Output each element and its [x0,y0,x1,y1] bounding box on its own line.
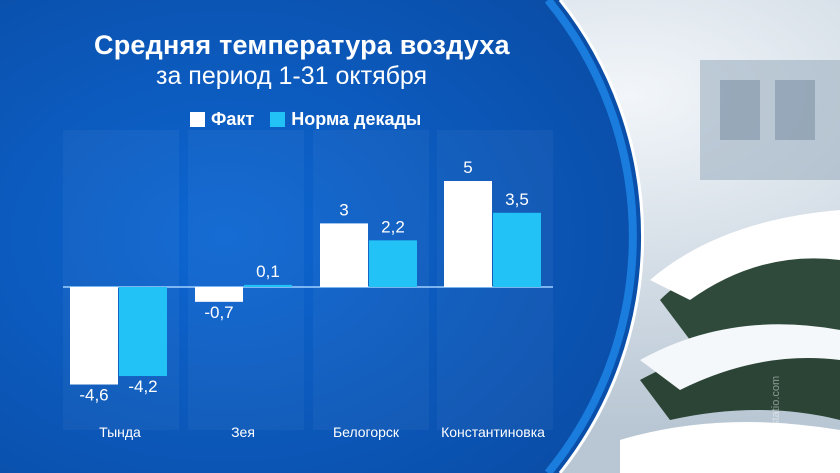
bar-norm-0 [119,287,167,377]
category-label-2: Белогорск [333,424,400,440]
data-label-fact-1: -0,7 [204,303,233,322]
legend-item-fact: Факт [190,109,254,130]
legend-label-norm: Норма декады [291,108,422,129]
legend-swatch-fact [190,111,205,127]
bar-fact-3 [444,181,492,287]
data-label-norm-1: 0,1 [256,262,280,281]
category-label-0: Тында [99,424,141,440]
watermark: picstatio.com [770,375,782,440]
bar-norm-3 [493,212,541,287]
bar-norm-1 [244,284,292,287]
category-band-1 [188,130,304,430]
chart-subtitle: за период 1-31 октября [156,62,428,90]
legend-swatch-norm [270,111,286,127]
category-label-1: Зея [231,424,255,440]
bar-fact-0 [70,287,118,385]
data-label-norm-2: 2,2 [381,217,405,236]
bar-fact-1 [195,287,243,302]
data-label-fact-3: 5 [463,158,472,177]
bar-fact-2 [320,223,368,287]
bar-norm-2 [369,240,417,287]
category-label-3: Константиновка [441,424,545,440]
legend-item-norm: Норма декады [270,109,421,130]
chart-title: Средняя температура воздуха [94,30,510,60]
data-label-fact-0: -4,6 [79,386,108,405]
data-label-fact-2: 3 [339,200,348,219]
chart-legend: Факт Норма декады [190,108,429,130]
data-label-norm-0: -4,2 [128,377,157,396]
legend-label-fact: Факт [211,108,255,129]
data-label-norm-3: 3,5 [505,190,529,209]
